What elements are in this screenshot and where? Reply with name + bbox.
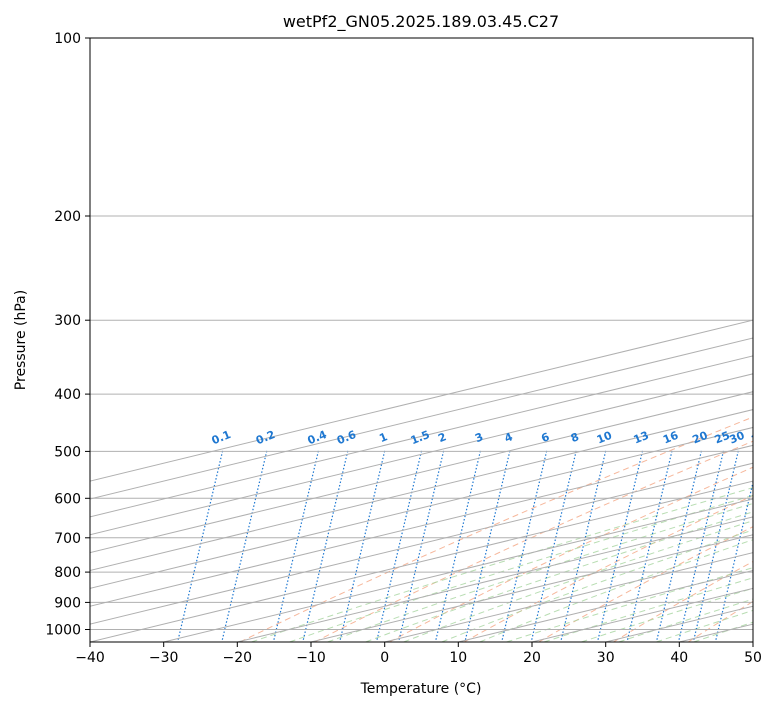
isotherm-line <box>310 534 753 642</box>
x-tick-label: 30 <box>597 650 615 666</box>
mixing-ratio-line <box>375 450 423 642</box>
moist-adiabat <box>618 598 753 642</box>
dry-adiabat <box>687 600 753 642</box>
moist-adiabat <box>403 520 753 642</box>
isotherm-line <box>90 337 753 500</box>
x-tick-label: −10 <box>296 650 326 666</box>
y-axis-label: Pressure (hPa) <box>13 290 29 390</box>
isotherm-line <box>679 623 753 642</box>
mixing-ratio-line <box>596 450 644 642</box>
x-tick-label: −20 <box>223 650 253 666</box>
mixing-ratio-label: 3 <box>473 430 485 445</box>
x-tick-label: 40 <box>670 650 688 666</box>
isotherm-line <box>90 480 753 642</box>
background-lines <box>90 38 775 642</box>
y-tick-label: 200 <box>54 209 81 225</box>
mixing-ratio-line <box>677 450 725 642</box>
isotherm-line <box>605 605 753 642</box>
mixing-ratio-line <box>626 450 673 642</box>
y-tick-label: 700 <box>54 531 81 547</box>
mixing-ratio-label: 36 <box>750 429 769 447</box>
x-tick-label: −30 <box>149 650 179 666</box>
dry-adiabat <box>763 38 775 642</box>
mixing-ratio-label: 0.6 <box>335 428 358 447</box>
y-tick-label: 100 <box>54 31 81 47</box>
isotherm-line <box>90 444 753 607</box>
y-axis: 1000 900 800 700 600 500 400 300 200 100 <box>45 31 90 639</box>
mixing-ratio-line <box>530 450 577 642</box>
x-tick-label: 0 <box>380 650 389 666</box>
x-tick-label: −40 <box>75 650 105 666</box>
x-axis-label: Temperature (°C) <box>360 681 482 697</box>
mixing-ratio-label: 1 <box>377 430 389 445</box>
chart-title: wetPf2_GN05.2025.189.03.45.C27 <box>283 12 559 32</box>
mixing-ratio-label: 13 <box>632 429 651 447</box>
mixing-ratio-label: 10 <box>595 429 614 447</box>
mixing-ratio-line <box>655 450 702 642</box>
isotherm-line <box>90 426 753 589</box>
moist-adiabat <box>327 502 753 642</box>
moist-adiabat <box>506 567 753 642</box>
mixing-ratio-line <box>302 450 349 642</box>
moist-adiabat <box>693 621 753 642</box>
mixing-ratio-line <box>177 450 224 642</box>
isotherm-line <box>90 319 753 482</box>
plot-frame <box>89 37 754 643</box>
dry-adiabat <box>463 494 753 642</box>
isotherm-line <box>163 498 753 642</box>
x-axis: −40 −30 −20 −10 0 10 20 30 40 50 <box>75 642 762 666</box>
mixing-ratio-line <box>398 450 445 642</box>
y-tick-label: 300 <box>54 313 81 329</box>
mixing-ratio-line <box>272 450 319 642</box>
moist-adiabat <box>441 529 753 642</box>
mixing-ratio-line <box>464 450 511 642</box>
mixing-ratio-line <box>501 450 548 642</box>
isotherm-line <box>90 462 753 625</box>
y-tick-label: 800 <box>54 565 81 581</box>
mixing-ratio-label: 30 <box>727 429 746 447</box>
x-tick-label: 10 <box>449 650 467 666</box>
isotherm-line <box>237 516 753 642</box>
mixing-ratio-label: 25 <box>713 429 732 447</box>
x-tick-label: 50 <box>744 650 762 666</box>
moist-adiabat <box>289 494 753 642</box>
mixing-ratio-label: 0.2 <box>254 428 277 447</box>
mixing-ratio-line <box>692 450 739 642</box>
dry-adiabat <box>314 440 753 642</box>
line-labels: 0.10.20.40.611.52346810131620253036-100-… <box>210 428 769 447</box>
y-tick-label: 400 <box>54 387 81 403</box>
x-tick-label: 20 <box>523 650 541 666</box>
mixing-ratio-label: 20 <box>691 429 710 447</box>
dry-adiabat <box>538 526 753 642</box>
y-tick-label: 600 <box>54 491 81 507</box>
mixing-ratio-line <box>434 450 481 642</box>
mixing-ratio-label: 16 <box>661 429 680 447</box>
dry-adiabat <box>389 466 753 642</box>
mixing-ratio-line <box>339 450 386 642</box>
dry-adiabat <box>239 416 753 642</box>
isotherm-line <box>752 641 753 642</box>
mixing-ratio-label: 0.4 <box>306 428 329 447</box>
y-tick-label: 900 <box>54 595 81 611</box>
mixing-ratio-line <box>560 450 607 642</box>
mixing-ratio-line <box>221 450 268 642</box>
isotherm-line <box>90 391 753 554</box>
moist-adiabat <box>656 609 753 642</box>
moist-adiabat <box>365 511 753 642</box>
y-tick-label: 500 <box>54 444 81 460</box>
moist-adiabat <box>251 487 753 642</box>
moist-adiabat <box>479 539 753 642</box>
mixing-ratio-label: 8 <box>569 430 581 445</box>
isotherm-line <box>90 409 753 571</box>
mixing-ratio-label: 0.1 <box>210 428 233 447</box>
mixing-ratio-label: 2 <box>436 430 448 445</box>
isotherm-line <box>458 569 753 642</box>
mixing-ratio-label: 1.5 <box>409 428 432 447</box>
isotherm-line <box>384 552 753 642</box>
y-tick-label: 1000 <box>45 623 81 639</box>
